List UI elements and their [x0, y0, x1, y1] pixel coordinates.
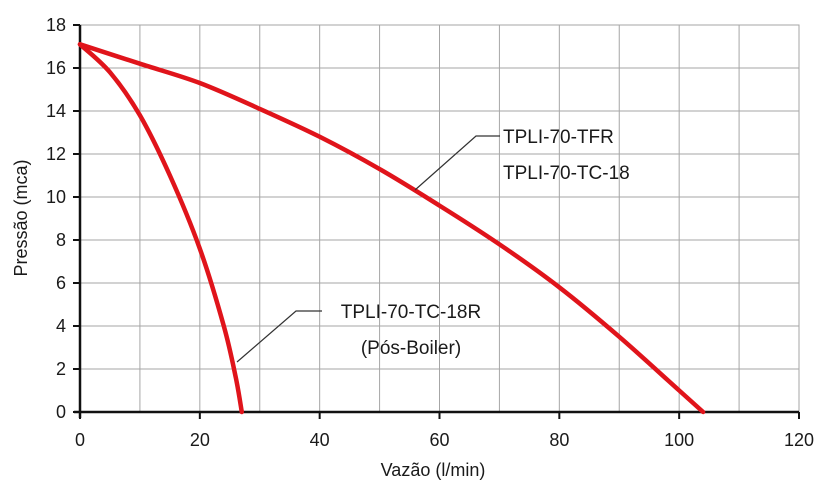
- y-tick-label: 6: [56, 273, 66, 293]
- series: [77, 42, 706, 415]
- annotations: TPLI-70-TFR TPLI-70-TC-18 TPLI-70-TC-18R (P…: [236, 127, 630, 363]
- x-tick-label: 60: [429, 430, 449, 450]
- annotation-leader-line: [236, 310, 322, 363]
- y-tick-label: 16: [46, 58, 66, 78]
- x-tick-label: 0: [75, 430, 85, 450]
- series-line-tfr: [77, 42, 706, 415]
- y-tick-label: 14: [46, 101, 66, 121]
- y-tick-label: 0: [56, 402, 66, 422]
- y-tick-label: 2: [56, 359, 66, 379]
- y-tick-label: 4: [56, 316, 66, 336]
- x-tick-label: 80: [549, 430, 569, 450]
- annotation-leader-line: [414, 135, 500, 191]
- series-line-tc18r: [77, 42, 245, 415]
- x-tick-label: 100: [664, 430, 694, 450]
- y-tick-label: 8: [56, 230, 66, 250]
- axes: 0 20 40 60 80 100 120 0 2 4 6 8 10 12 14 16 18: [46, 15, 814, 450]
- y-tick-label: 10: [46, 187, 66, 207]
- x-tick-label: 40: [310, 430, 330, 450]
- y-tick-label: 12: [46, 144, 66, 164]
- x-tick-label: 20: [190, 430, 210, 450]
- annotation-text: TPLI-70-TFR: [503, 127, 614, 148]
- y-axis-label: Pressão (mca): [11, 159, 31, 276]
- annotation-text: TPLI-70-TC-18R: [341, 302, 481, 323]
- x-tick-label: 120: [784, 430, 814, 450]
- x-axis-label: Vazão (l/min): [381, 460, 486, 480]
- annotation-text: TPLI-70-TC-18: [503, 163, 630, 184]
- y-tick-label: 18: [46, 15, 66, 35]
- annotation-text: (Pós-Boiler): [361, 338, 461, 359]
